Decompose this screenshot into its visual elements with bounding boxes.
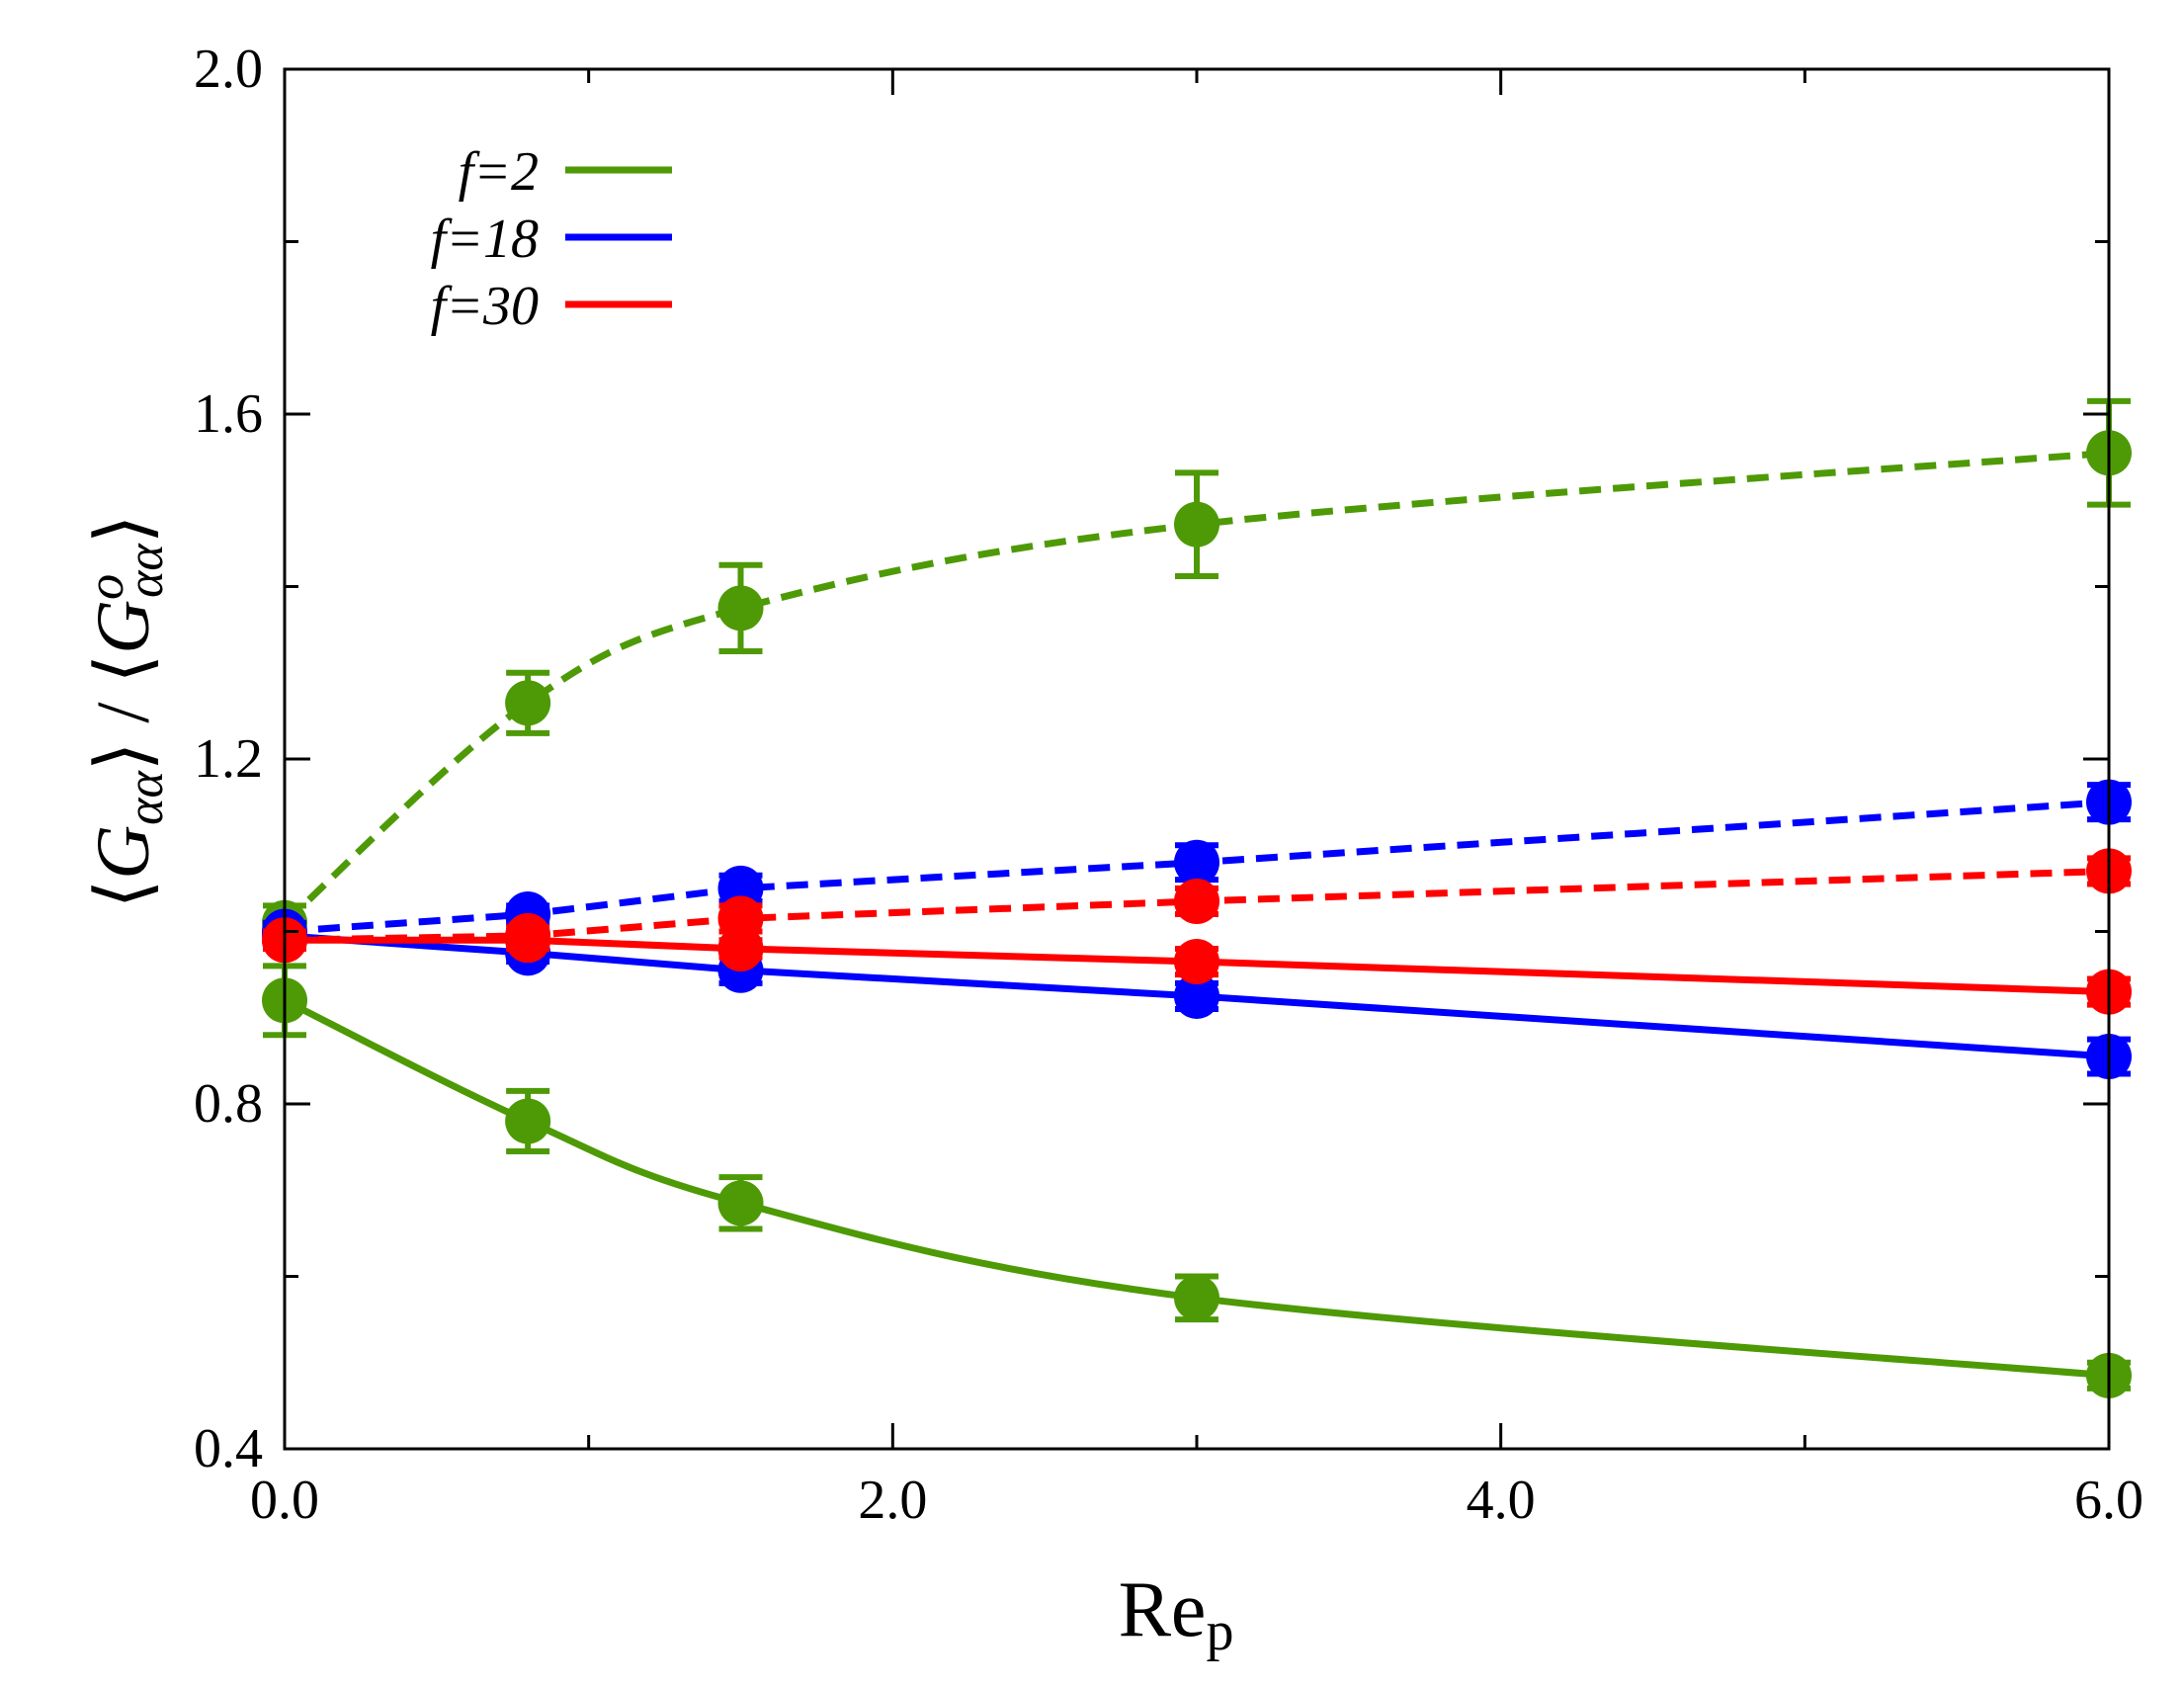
y-tick-label: 1.2 — [194, 728, 263, 790]
y-title-open: ⟨ — [82, 880, 165, 909]
y-tick-label: 1.6 — [194, 383, 263, 445]
y-title-slash: / — [82, 683, 165, 741]
y-title-sub: αα — [118, 770, 174, 825]
y-tick-label: 0.4 — [194, 1418, 263, 1479]
x-axis-title-main: Re — [1119, 1566, 1207, 1653]
y-title-G: G — [82, 825, 165, 880]
plot-frame — [283, 67, 2111, 1451]
data-point — [1174, 939, 1219, 985]
data-point — [1174, 839, 1219, 886]
data-point — [505, 680, 551, 726]
y-title-close2: ⟩ — [82, 515, 165, 545]
ticks-layer — [283, 67, 2111, 1451]
legend-label: f=18 — [431, 209, 539, 270]
tick-labels: 0.0 2.0 4.0 6.0 0.4 0.8 1.2 1.6 2.0 — [194, 39, 2143, 1531]
x-axis-title: Rep — [1119, 1566, 1234, 1662]
data-point — [1174, 878, 1219, 924]
data-point — [1174, 501, 1219, 548]
y-title-sub2: αα — [118, 543, 174, 598]
series-layer — [262, 397, 2132, 1398]
data-point — [1174, 972, 1219, 1019]
data-point — [1174, 1275, 1219, 1321]
data-point — [505, 1098, 551, 1144]
data-point — [717, 585, 764, 632]
series-line-1 — [283, 997, 2110, 1380]
x-tick-label: 2.0 — [858, 1470, 927, 1531]
x-tick-label: 0.0 — [250, 1470, 319, 1531]
legend-label: f=30 — [431, 276, 539, 337]
y-tick-label: 0.8 — [194, 1073, 263, 1135]
legend-label: f=2 — [459, 141, 539, 203]
x-tick-label: 4.0 — [1467, 1470, 1536, 1531]
y-title-sup2: o — [78, 574, 134, 600]
y-axis-title: ⟨Gαα⟩ / ⟨Goαα⟩ — [78, 515, 174, 909]
legend: f=2f=18f=30 — [431, 141, 672, 337]
series-markers — [262, 397, 2132, 1398]
data-point — [717, 925, 764, 971]
x-axis-title-sub: p — [1206, 1601, 1233, 1662]
series-line-0 — [282, 449, 2110, 926]
data-point — [505, 917, 551, 964]
y-title-G2: G — [82, 600, 165, 654]
x-tick-label: 6.0 — [2074, 1470, 2143, 1531]
y-title-close: ⟩ — [82, 742, 165, 772]
y-title-open2: ⟨ — [82, 654, 165, 684]
data-point — [717, 1180, 764, 1226]
y-tick-label: 2.0 — [194, 39, 263, 100]
